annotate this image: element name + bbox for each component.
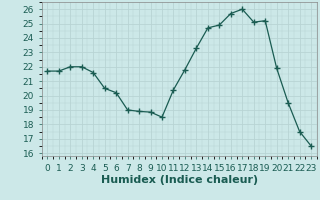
X-axis label: Humidex (Indice chaleur): Humidex (Indice chaleur) xyxy=(100,175,258,185)
